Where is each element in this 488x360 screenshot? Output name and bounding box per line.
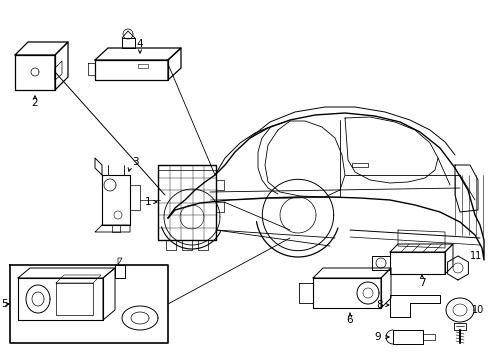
Text: 2: 2 [32, 98, 38, 108]
Text: 4: 4 [137, 39, 143, 49]
Text: 1: 1 [144, 197, 151, 207]
Text: 5: 5 [1, 299, 8, 309]
Text: 10: 10 [471, 305, 483, 315]
Text: 8: 8 [376, 300, 383, 310]
Text: 9: 9 [374, 332, 381, 342]
Text: 7: 7 [418, 278, 425, 288]
Text: 3: 3 [131, 157, 138, 167]
Text: 11: 11 [469, 251, 481, 261]
Text: 6: 6 [346, 315, 353, 325]
